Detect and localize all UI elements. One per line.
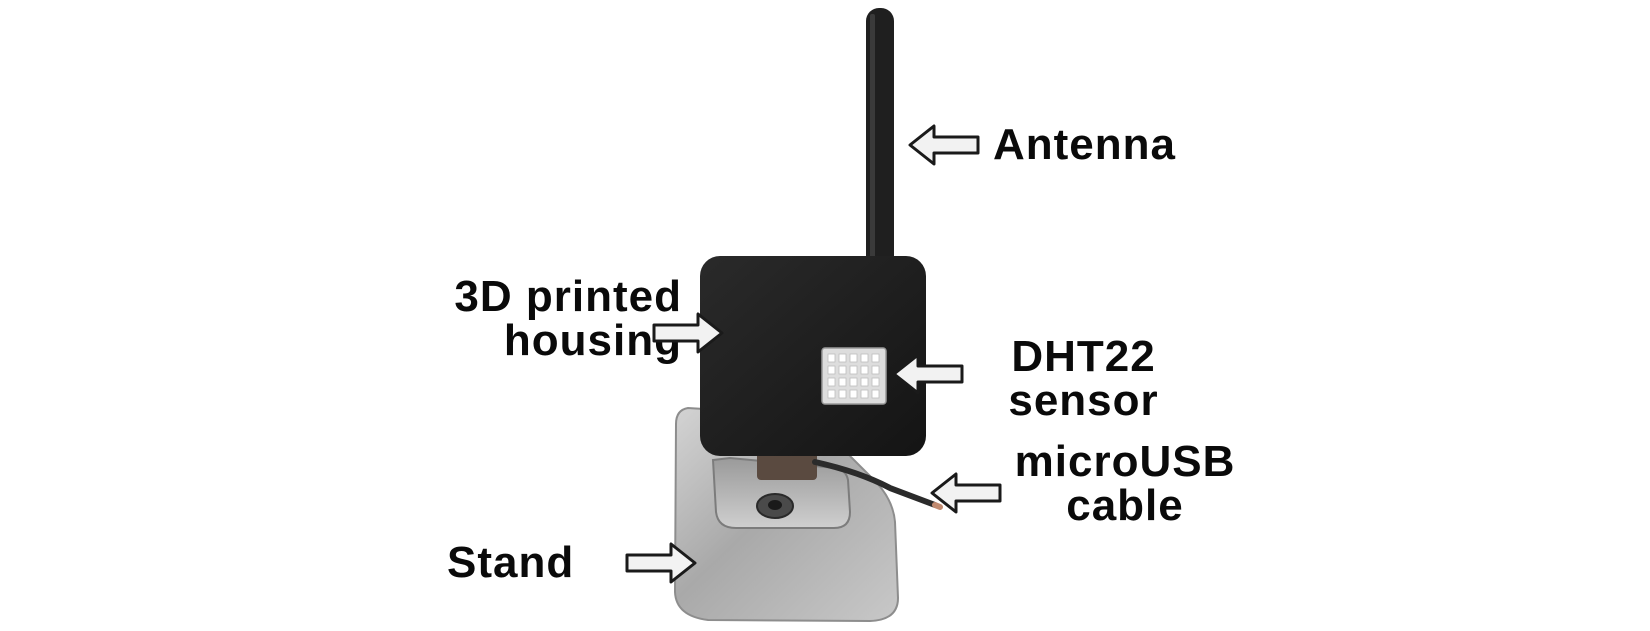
label-sensor-line2: sensor bbox=[1008, 376, 1159, 425]
antenna-shape bbox=[866, 8, 894, 270]
label-housing: 3D printed housing bbox=[370, 275, 682, 363]
arrow-housing-icon bbox=[652, 310, 724, 356]
label-cable-line2: cable bbox=[1066, 481, 1184, 530]
arrow-sensor-icon bbox=[892, 351, 964, 397]
arrow-cable-icon bbox=[930, 470, 1002, 516]
label-sensor-line1: DHT22 bbox=[1011, 332, 1156, 381]
label-cable-line1: microUSB bbox=[1014, 437, 1236, 486]
label-cable: microUSB cable bbox=[975, 440, 1275, 528]
label-sensor: DHT22 sensor bbox=[976, 335, 1191, 423]
housing-shape bbox=[700, 256, 926, 456]
dht22-sensor-shape bbox=[821, 347, 887, 405]
label-housing-line2: housing bbox=[503, 316, 682, 365]
label-antenna: Antenna bbox=[993, 123, 1176, 167]
usb-cable bbox=[812, 459, 938, 508]
label-antenna-text: Antenna bbox=[993, 120, 1176, 169]
label-stand: Stand bbox=[447, 541, 574, 585]
arrow-stand-icon bbox=[625, 540, 697, 586]
arrow-antenna-icon bbox=[908, 122, 980, 168]
label-stand-text: Stand bbox=[447, 538, 575, 587]
label-housing-line1: 3D printed bbox=[454, 272, 682, 321]
